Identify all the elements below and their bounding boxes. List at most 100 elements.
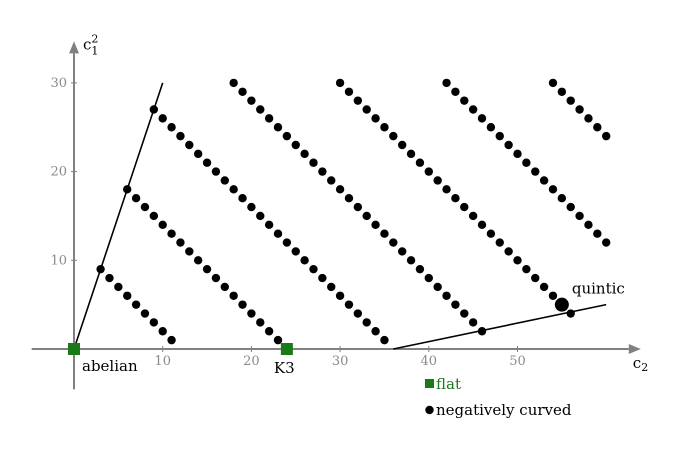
- point-negatively-curved: [185, 247, 194, 256]
- point-negatively-curved: [468, 318, 478, 327]
- point-negatively-curved: [167, 335, 176, 345]
- point-negatively-curved: [211, 273, 221, 283]
- point-negatively-curved: [424, 167, 433, 176]
- point-negatively-curved: [415, 264, 425, 274]
- point-negatively-curved: [193, 256, 203, 265]
- point-quintic: [554, 297, 569, 312]
- point-negatively-curved: [193, 149, 203, 159]
- legend-label-negatively-curved: negatively curved: [436, 401, 572, 419]
- point-negatively-curved: [327, 176, 336, 185]
- point-negatively-curved: [513, 256, 522, 265]
- point-negatively-curved: [247, 96, 256, 105]
- point-negatively-curved: [406, 149, 416, 159]
- point-negatively-curved: [389, 131, 398, 141]
- y-axis-label: c2 1: [83, 32, 98, 57]
- y-axis-arrow: [69, 41, 79, 54]
- point-negatively-curved: [335, 78, 345, 88]
- point-negatively-curved: [602, 131, 611, 141]
- y-tick-label: 20: [50, 165, 67, 180]
- point-negatively-curved: [460, 309, 469, 318]
- point-negatively-curved: [433, 282, 442, 292]
- point-negatively-curved: [566, 96, 575, 105]
- point-negatively-curved: [123, 291, 132, 300]
- x-axis-label: c2: [633, 354, 648, 374]
- point-negatively-curved: [167, 123, 176, 132]
- point-negatively-curved: [353, 202, 363, 212]
- point-negatively-curved: [477, 114, 487, 123]
- point-negatively-curved: [513, 149, 522, 159]
- point-negatively-curved: [397, 247, 407, 256]
- y-axis-label-sub: 1: [91, 44, 98, 57]
- point-negatively-curved: [486, 229, 496, 238]
- legend: flat negatively curved: [425, 375, 572, 419]
- point-negatively-curved: [442, 185, 451, 194]
- point-negatively-curved: [380, 335, 389, 345]
- point-negatively-curved: [362, 318, 371, 327]
- point-negatively-curved: [424, 273, 433, 283]
- point-negatively-curved: [344, 300, 354, 309]
- point-negatively-curved: [557, 87, 567, 96]
- y-tick-label: 10: [50, 253, 67, 268]
- point-negatively-curved: [451, 194, 460, 203]
- point-negatively-curved: [247, 202, 256, 212]
- point-negatively-curved: [557, 194, 567, 203]
- point-negatively-curved: [397, 140, 407, 150]
- legend-marker-negatively-curved: [425, 405, 434, 415]
- point-negatively-curved: [522, 264, 531, 274]
- point-negatively-curved: [309, 264, 318, 274]
- axes: 10 20 30 40 50 10 20 30 c2 c2 1: [31, 32, 648, 390]
- point-negatively-curved: [202, 158, 212, 167]
- point-negatively-curved: [167, 229, 176, 238]
- point-negatively-curved: [504, 247, 513, 256]
- point-negatively-curved: [131, 300, 141, 309]
- point-negatively-curved: [371, 114, 380, 123]
- x-axis-label-sub: 2: [641, 361, 648, 374]
- x-tick-label: 20: [243, 354, 260, 369]
- point-negatively-curved: [344, 194, 354, 203]
- point-negatively-curved: [229, 291, 238, 300]
- point-negatively-curved: [495, 131, 504, 141]
- point-negatively-curved: [389, 238, 398, 247]
- point-negatively-curved: [140, 202, 150, 212]
- legend-label-flat: flat: [436, 375, 461, 393]
- point-negatively-curved: [566, 309, 575, 318]
- point-negatively-curved: [238, 194, 247, 203]
- point-negatively-curved: [105, 273, 114, 283]
- point-negatively-curved: [247, 309, 256, 318]
- point-negatively-curved: [442, 78, 451, 88]
- point-negatively-curved: [273, 123, 283, 132]
- point-negatively-curved: [149, 105, 159, 114]
- point-negatively-curved: [300, 256, 309, 265]
- point-negatively-curved: [158, 114, 167, 123]
- point-negatively-curved: [264, 220, 274, 230]
- point-negatively-curved: [548, 78, 558, 88]
- point-negatively-curved: [309, 158, 318, 167]
- point-negatively-curved: [229, 78, 238, 88]
- point-negatively-curved: [522, 158, 531, 167]
- point-negatively-curved: [264, 327, 274, 336]
- point-negatively-curved: [353, 309, 363, 318]
- point-negatively-curved: [531, 167, 540, 176]
- point-negatively-curved: [380, 229, 389, 238]
- point-negatively-curved: [96, 264, 105, 274]
- point-negatively-curved: [273, 335, 283, 345]
- point-negatively-curved: [593, 123, 602, 132]
- point-negatively-curved: [238, 300, 247, 309]
- point-negatively-curved: [327, 282, 336, 292]
- point-negatively-curved: [486, 123, 496, 132]
- data-points: [68, 78, 611, 355]
- annotation-quintic: quintic: [572, 280, 625, 298]
- point-negatively-curved: [460, 96, 469, 105]
- point-negatively-curved: [149, 318, 159, 327]
- point-negatively-curved: [371, 327, 380, 336]
- point-negatively-curved: [131, 194, 141, 203]
- point-negatively-curved: [593, 229, 602, 238]
- point-negatively-curved: [566, 202, 575, 212]
- point-negatively-curved: [300, 149, 309, 159]
- point-negatively-curved: [451, 300, 460, 309]
- point-negatively-curved: [335, 291, 345, 300]
- point-negatively-curved: [468, 105, 478, 114]
- point-negatively-curved: [158, 327, 167, 336]
- point-negatively-curved: [176, 131, 185, 141]
- point-negatively-curved: [256, 211, 265, 221]
